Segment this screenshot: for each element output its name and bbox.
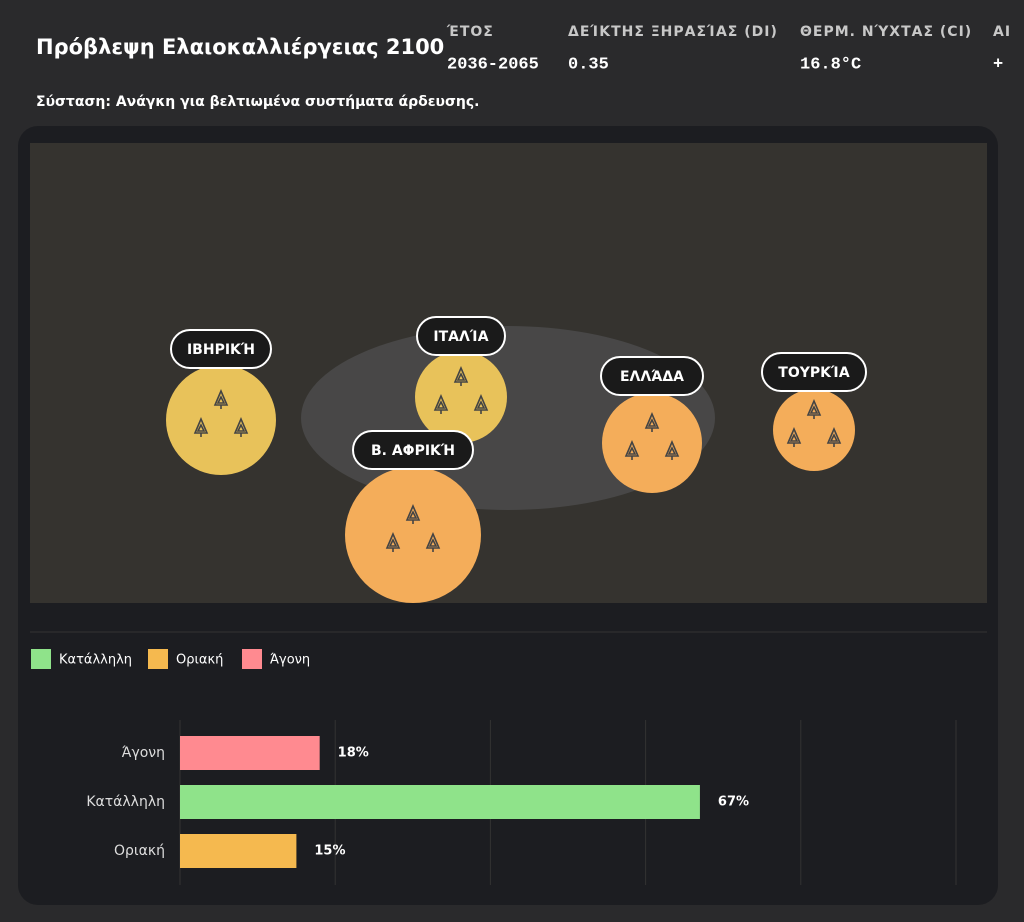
legend: Κατάλληλη Οριακή Άγονη: [31, 649, 310, 669]
tree-icon: [644, 411, 660, 432]
bar: [180, 785, 700, 819]
tree-icon: [624, 439, 640, 460]
tree-icon: [213, 388, 229, 409]
tree-icon: [433, 393, 449, 414]
value-label: 67%: [718, 795, 749, 810]
stat-value: 2036-2065: [447, 55, 539, 74]
tree-icon: [425, 531, 441, 552]
legend-label[interactable]: Οριακή: [176, 653, 223, 668]
stat-value: 0.35: [568, 55, 609, 74]
region-label: ΙΒΗΡΙΚΉ: [187, 342, 255, 358]
tree-icon: [473, 393, 489, 414]
region-circle[interactable]: [415, 351, 507, 443]
category-label: Άγονη: [122, 745, 165, 761]
region-pill: [761, 352, 867, 392]
region-label: ΕΛΛΆΔΑ: [620, 369, 684, 385]
recommendation: Σύσταση: Ανάγκη για βελτιωμένα συστήματα…: [36, 94, 479, 110]
legend-swatch: [148, 649, 168, 669]
stat-value: +: [993, 55, 1003, 74]
tree-icon: [233, 416, 249, 437]
tree-icon: [193, 416, 209, 437]
tree-icon: [806, 398, 822, 419]
title: Πρόβλεψη Ελαιοκαλλιέργειας 2100: [36, 35, 444, 59]
category-label: Κατάλληλη: [86, 794, 165, 810]
region-circle[interactable]: [602, 393, 702, 493]
tree-icon: [453, 365, 469, 386]
region-pill: [352, 430, 474, 470]
value-label: 18%: [338, 746, 369, 761]
legend-label[interactable]: Άγονη: [270, 653, 310, 668]
tree-icon: [385, 531, 401, 552]
region-pill: [416, 316, 506, 356]
stat-label: ΘΕΡΜ. ΝΎΧΤΑΣ (CI): [800, 24, 972, 40]
region-pill: [170, 329, 272, 369]
region-circle[interactable]: [773, 389, 855, 471]
bar: [180, 834, 297, 868]
tree-icon: [786, 426, 802, 447]
tree-icon: [826, 426, 842, 447]
tree-icon: [664, 439, 680, 460]
stat-label: ΑΙ: [993, 24, 1011, 40]
category-label: Οριακή: [114, 843, 165, 859]
stat-value: 16.8°C: [800, 55, 861, 74]
region-label: ΙΤΑΛΊΑ: [433, 329, 488, 345]
stat-label: ΈΤΟΣ: [446, 24, 494, 40]
bar-chart: Άγονη 18% Κατάλληλη 67% Οριακή 15%: [86, 720, 957, 885]
regions: ΙΒΗΡΙΚΉ ΙΤΑΛΊΑ Β. ΑΦΡΙΚΉ ΕΛΛΆΔΑ ΤΟΥΡΚΊΑ: [166, 316, 867, 603]
region-pill: [600, 356, 704, 396]
region-label: Β. ΑΦΡΙΚΉ: [371, 443, 455, 459]
region-circle[interactable]: [166, 365, 276, 475]
value-label: 15%: [314, 844, 345, 859]
stats: ΈΤΟΣ 2036-2065 ΔΕΊΚΤΗΣ ΞΗΡΑΣΊΑΣ (DI) 0.35 ΘΕ…: [446, 24, 1011, 74]
region-label: ΤΟΥΡΚΊΑ: [778, 365, 850, 381]
stat-label: ΔΕΊΚΤΗΣ ΞΗΡΑΣΊΑΣ (DI): [568, 24, 778, 40]
legend-label[interactable]: Κατάλληλη: [59, 653, 132, 668]
bar: [180, 736, 320, 770]
tree-icon: [405, 503, 421, 524]
legend-swatch: [242, 649, 262, 669]
legend-swatch: [31, 649, 51, 669]
region-circle[interactable]: [345, 467, 481, 603]
